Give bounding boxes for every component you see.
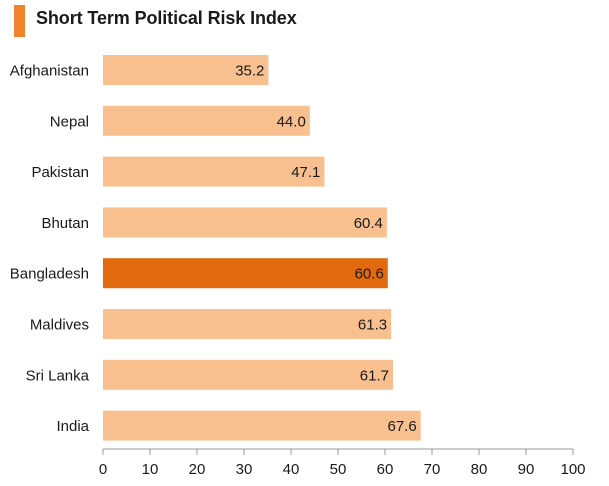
bar-nepal bbox=[103, 105, 310, 136]
value-label: 47.1 bbox=[291, 164, 320, 181]
value-label: 61.3 bbox=[358, 317, 387, 334]
category-label: India bbox=[56, 418, 89, 435]
x-tick-label: 80 bbox=[471, 461, 488, 478]
bar-pakistan bbox=[103, 156, 325, 187]
x-tick-label: 40 bbox=[283, 461, 300, 478]
category-label: Bhutan bbox=[41, 215, 89, 232]
bar-afghanistan bbox=[103, 55, 269, 85]
x-tick-label: 90 bbox=[518, 461, 535, 478]
bar-bangladesh bbox=[103, 258, 388, 289]
chart-title: Short Term Political Risk Index bbox=[36, 8, 297, 28]
value-label: 60.6 bbox=[355, 266, 384, 283]
x-tick-label: 70 bbox=[424, 461, 441, 478]
category-label: Bangladesh bbox=[10, 266, 89, 283]
value-label: 35.2 bbox=[235, 63, 264, 80]
category-label: Nepal bbox=[50, 113, 89, 130]
value-label: 44.0 bbox=[277, 113, 306, 130]
value-label: 60.4 bbox=[354, 215, 383, 232]
x-tick-label: 20 bbox=[189, 461, 206, 478]
x-tick-label: 60 bbox=[377, 461, 394, 478]
bar-india bbox=[103, 410, 421, 441]
x-tick-label: 50 bbox=[330, 461, 347, 478]
bar-maldives bbox=[103, 309, 392, 339]
value-label: 61.7 bbox=[360, 367, 389, 384]
category-label: Sri Lanka bbox=[26, 367, 90, 384]
category-label: Pakistan bbox=[31, 164, 89, 181]
category-label: Afghanistan bbox=[10, 63, 89, 80]
x-tick-label: 100 bbox=[560, 461, 585, 478]
x-tick-label: 10 bbox=[142, 461, 159, 478]
category-label: Maldives bbox=[30, 317, 89, 334]
value-label: 67.6 bbox=[387, 418, 416, 435]
bar-bhutan bbox=[103, 207, 387, 238]
title-accent-bar bbox=[14, 5, 25, 37]
x-tick-label: 0 bbox=[99, 461, 107, 478]
x-tick-label: 30 bbox=[236, 461, 253, 478]
bar-sri-lanka bbox=[103, 359, 393, 390]
